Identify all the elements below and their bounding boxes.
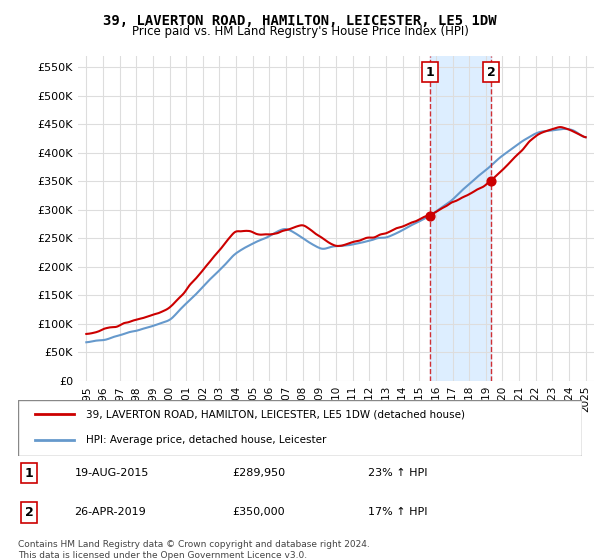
Point (425, 211, 434, 220)
39, LAVERTON ROAD, HAMILTON, LEICESTER, LE5 1DW (detached house) (257, 231, 264, 238)
HPI: Average price, detached house, Leicester: (2.02e+03, 4.42e+05): Average price, detached house, Leicester… (561, 125, 568, 132)
HPI: Average price, detached house, Leicester: (2e+03, 2.4e+05): Average price, detached house, Leicester… (248, 241, 256, 248)
Text: Price paid vs. HM Land Registry's House Price Index (HPI): Price paid vs. HM Land Registry's House … (131, 25, 469, 38)
39, LAVERTON ROAD, HAMILTON, LEICESTER, LE5 1DW (detached house) (248, 228, 256, 235)
Text: 26-APR-2019: 26-APR-2019 (74, 507, 146, 517)
Text: 2: 2 (487, 66, 496, 79)
39, LAVERTON ROAD, HAMILTON, LEICESTER, LE5 1DW (detached house) (554, 124, 562, 131)
HPI: Average price, detached house, Leicester: (2.02e+03, 4.27e+05): Average price, detached house, Leicester… (582, 134, 589, 141)
Text: £289,950: £289,950 (232, 468, 286, 478)
39, LAVERTON ROAD, HAMILTON, LEICESTER, LE5 1DW (detached house) (83, 330, 90, 337)
HPI: Average price, detached house, Leicester: (2.01e+03, 2.47e+05): Average price, detached house, Leicester… (257, 237, 264, 244)
39, LAVERTON ROAD, HAMILTON, LEICESTER, LE5 1DW (detached house) (582, 134, 589, 141)
39, LAVERTON ROAD, HAMILTON, LEICESTER, LE5 1DW (detached house) (301, 222, 308, 229)
HPI: Average price, detached house, Leicester: (2.02e+03, 4.41e+05): Average price, detached house, Leicester… (554, 126, 562, 133)
HPI: Average price, detached house, Leicester: (2e+03, 2.23e+05): Average price, detached house, Leicester… (232, 251, 239, 258)
HPI: Average price, detached house, Leicester: (2e+03, 9.35e+04): Average price, detached house, Leicester… (144, 324, 151, 331)
39, LAVERTON ROAD, HAMILTON, LEICESTER, LE5 1DW (detached house) (557, 124, 564, 130)
Text: 17% ↑ HPI: 17% ↑ HPI (368, 507, 427, 517)
39, LAVERTON ROAD, HAMILTON, LEICESTER, LE5 1DW (detached house) (232, 228, 239, 235)
Text: Contains HM Land Registry data © Crown copyright and database right 2024.
This d: Contains HM Land Registry data © Crown c… (18, 540, 370, 560)
FancyBboxPatch shape (18, 400, 582, 456)
Text: 23% ↑ HPI: 23% ↑ HPI (368, 468, 427, 478)
Bar (430, 56, 491, 381)
Line: 39, LAVERTON ROAD, HAMILTON, LEICESTER, LE5 1DW (detached house): 39, LAVERTON ROAD, HAMILTON, LEICESTER, … (86, 127, 586, 334)
39, LAVERTON ROAD, HAMILTON, LEICESTER, LE5 1DW (detached house) (144, 313, 151, 320)
Text: 2: 2 (25, 506, 34, 519)
HPI: Average price, detached house, Leicester: (2.01e+03, 2.48e+05): Average price, detached house, Leicester… (301, 236, 308, 243)
Text: 39, LAVERTON ROAD, HAMILTON, LEICESTER, LE5 1DW (detached house): 39, LAVERTON ROAD, HAMILTON, LEICESTER, … (86, 409, 464, 419)
Text: 1: 1 (425, 66, 434, 79)
Text: 19-AUG-2015: 19-AUG-2015 (74, 468, 149, 478)
HPI: Average price, detached house, Leicester: (2e+03, 6.76e+04): Average price, detached house, Leicester… (83, 339, 90, 346)
Line: HPI: Average price, detached house, Leicester: HPI: Average price, detached house, Leic… (86, 129, 586, 342)
Text: 1: 1 (25, 466, 34, 480)
Text: £350,000: £350,000 (232, 507, 285, 517)
Point (487, 177, 496, 186)
Text: HPI: Average price, detached house, Leicester: HPI: Average price, detached house, Leic… (86, 435, 326, 445)
Text: 39, LAVERTON ROAD, HAMILTON, LEICESTER, LE5 1DW: 39, LAVERTON ROAD, HAMILTON, LEICESTER, … (103, 14, 497, 28)
